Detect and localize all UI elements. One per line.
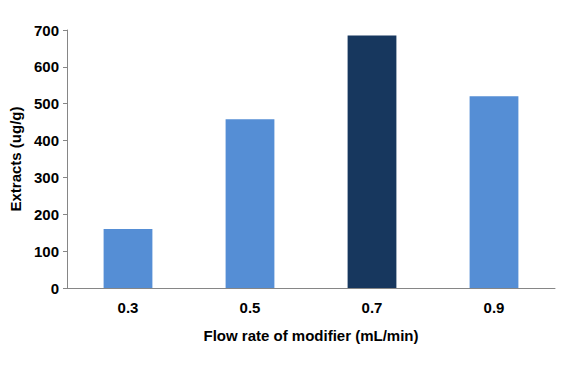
svg-text:200: 200 [34, 206, 59, 223]
svg-text:100: 100 [34, 243, 59, 260]
svg-text:400: 400 [34, 132, 59, 149]
svg-text:300: 300 [34, 169, 59, 186]
svg-text:700: 700 [34, 22, 59, 39]
svg-text:0.9: 0.9 [484, 299, 505, 316]
svg-text:Flow rate of modifier (mL/min): Flow rate of modifier (mL/min) [203, 327, 418, 344]
svg-text:0.5: 0.5 [240, 299, 261, 316]
svg-text:600: 600 [34, 58, 59, 75]
svg-text:0.7: 0.7 [362, 299, 383, 316]
svg-text:500: 500 [34, 95, 59, 112]
svg-text:0: 0 [51, 280, 59, 297]
svg-text:Extracts (ug/g): Extracts (ug/g) [7, 106, 24, 211]
svg-text:0.3: 0.3 [118, 299, 139, 316]
